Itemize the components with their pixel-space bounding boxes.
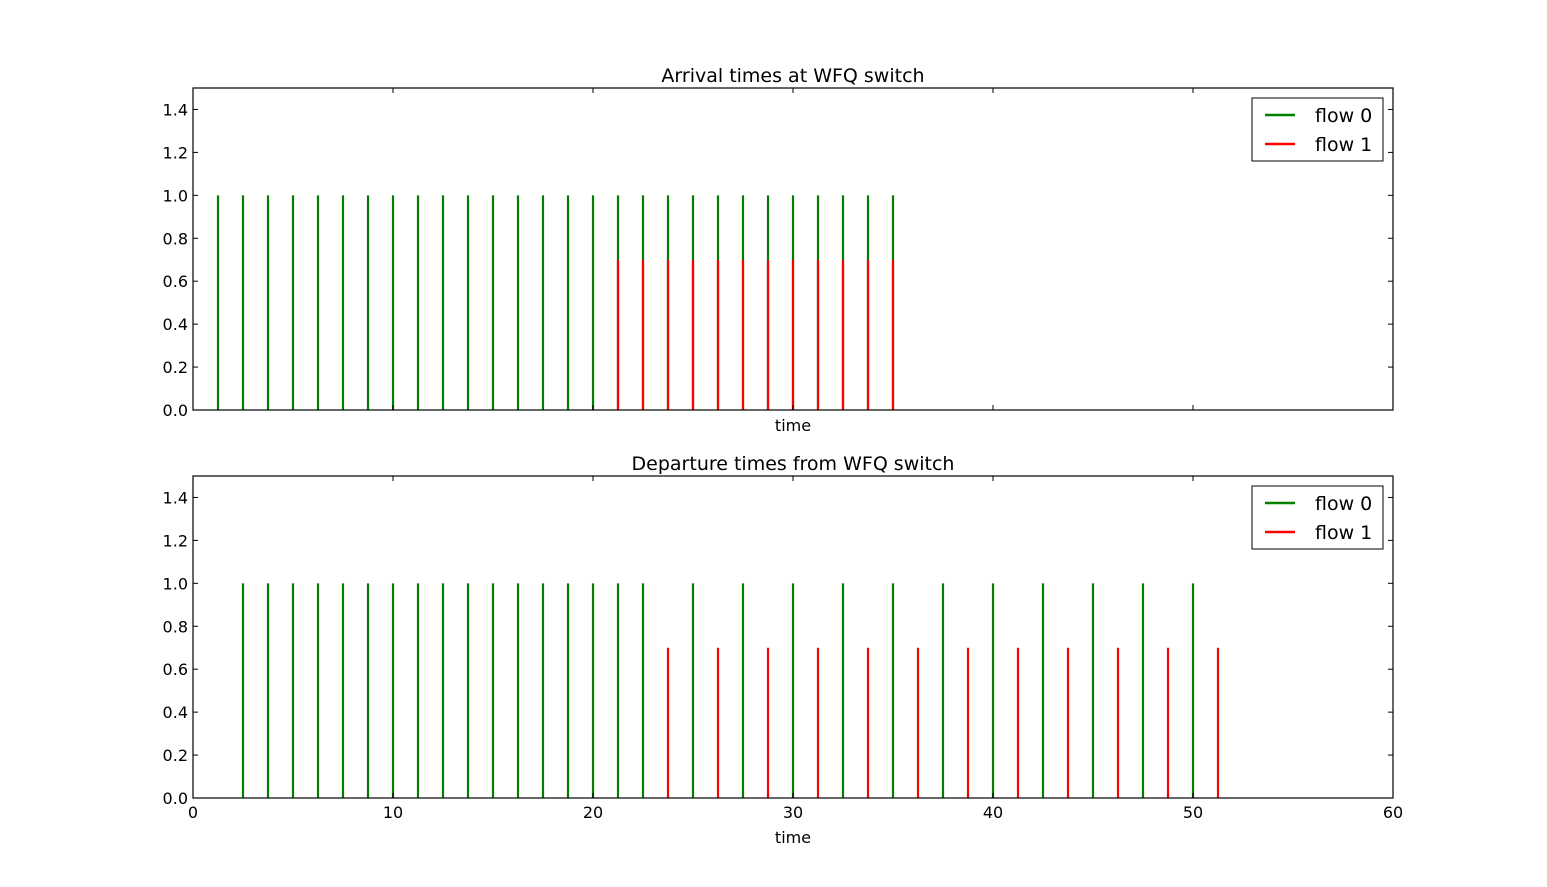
y-tick-label: 0.8 [163,617,188,636]
chart-title: Arrival times at WFQ switch [661,65,924,87]
legend: flow 0 flow 1 [1251,485,1384,550]
y-tick-label: 0.4 [163,703,188,722]
legend-label: flow 1 [1315,522,1372,544]
legend: flow 0 flow 1 [1251,97,1384,162]
y-tick-label: 0.6 [163,272,188,291]
y-tick-label: 1.0 [163,186,188,205]
x-tick-label: 10 [383,803,403,822]
x-tick-label: 0 [188,803,198,822]
series-0 [241,583,1195,798]
y-tick-label: 1.4 [163,100,188,119]
legend-box [1251,485,1384,550]
y-tick-label: 0.8 [163,229,188,248]
y-tick-label: 0.6 [163,660,188,679]
x-tick-label: 50 [1183,803,1203,822]
x-axis-label: time [775,828,811,847]
series-0 [216,195,895,410]
y-tick-label: 1.0 [163,574,188,593]
y-tick-label: 1.2 [163,143,188,162]
y-tick-label: 1.2 [163,531,188,550]
series-1 [666,647,1220,798]
legend-label: flow 1 [1315,134,1372,156]
legend-label: flow 0 [1315,105,1372,127]
y-tick-label: 0.0 [163,789,188,808]
legend-box [1251,97,1384,162]
legend-label: flow 0 [1315,493,1372,515]
x-axis-label: time [775,416,811,435]
y-tick-label: 0.4 [163,315,188,334]
series-1 [616,259,895,410]
y-tick-label: 0.0 [163,401,188,420]
x-tick-label: 20 [583,803,603,822]
y-tick-label: 1.4 [163,488,188,507]
chart-panel-1: Departure times from WFQ switch 0.0 0.2 0.4… [163,453,1404,847]
x-tick-label: 40 [983,803,1003,822]
y-tick-label: 0.2 [163,358,188,377]
y-tick-label: 0.2 [163,746,188,765]
chart-title: Departure times from WFQ switch [632,453,955,475]
x-tick-label: 30 [783,803,803,822]
chart-panel-0: Arrival times at WFQ switch 0.0 0.2 0.4 0.6 0… [163,65,1394,435]
x-tick-label: 60 [1383,803,1403,822]
